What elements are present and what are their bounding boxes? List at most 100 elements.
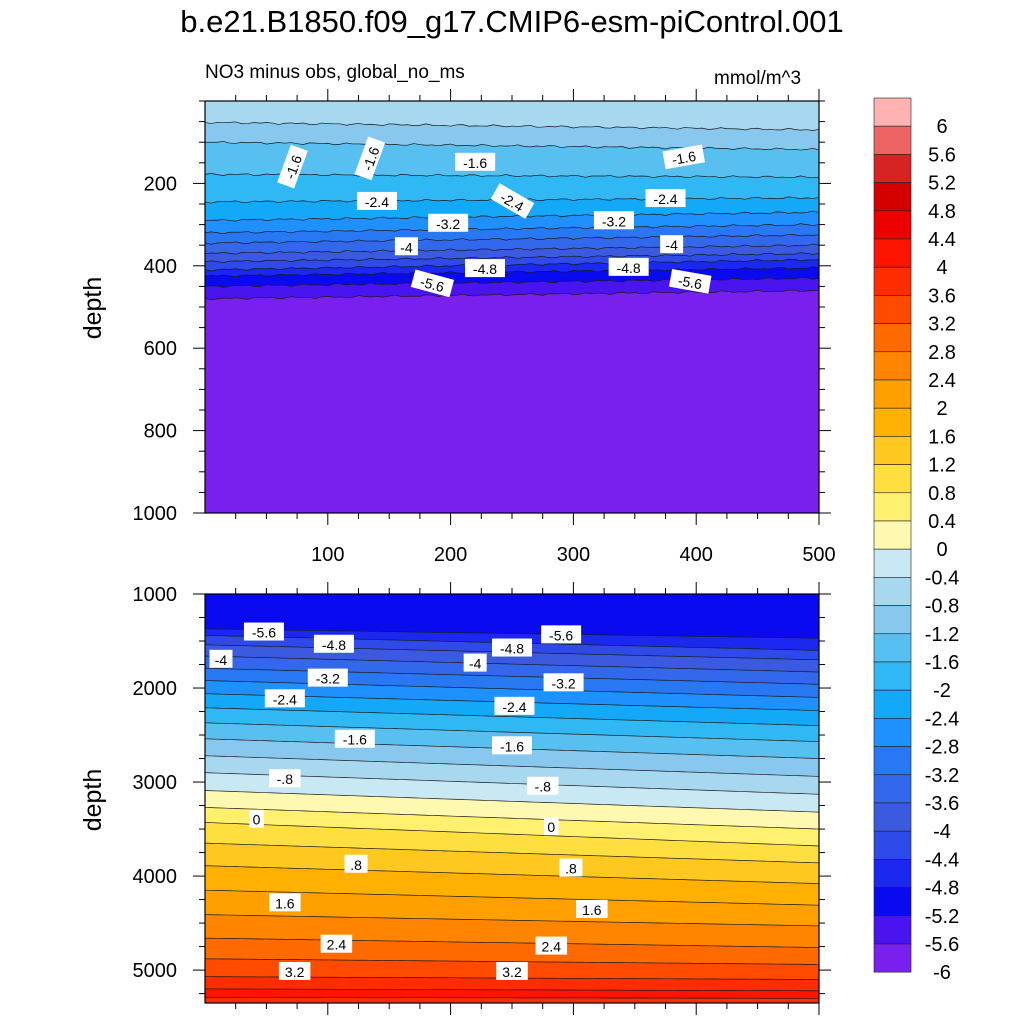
contour-label: -5.6: [410, 269, 455, 298]
contour-label-text: -.8: [535, 779, 552, 795]
contour-label-text: -3.2: [602, 213, 626, 229]
colorbar-swatch: [873, 689, 912, 719]
contour-label: -.8: [526, 776, 559, 795]
contour-label-text: 3.2: [502, 964, 522, 980]
colorbar-label: 3.6: [928, 285, 956, 307]
contour-label-box: [307, 668, 348, 687]
colorbar-swatch: [873, 746, 912, 776]
y-tick-label: 200: [144, 173, 177, 195]
contour-label: 1.6: [576, 899, 608, 918]
contour-line: [204, 266, 820, 278]
contour-label-text: .8: [565, 861, 577, 877]
contour-label: .8: [559, 858, 583, 877]
colorbar-swatch: [873, 520, 912, 550]
contour-line: [204, 172, 820, 179]
colorbar-label: 3.2: [928, 314, 956, 336]
colorbar-label: 1.6: [928, 426, 956, 448]
colorbar-swatch: [873, 915, 912, 945]
contour-label-text: -3.2: [316, 671, 340, 687]
contour-label-text: 0: [547, 819, 555, 835]
contour-label-box: [559, 858, 583, 877]
contour-label-box: [463, 653, 487, 672]
colorbar-swatch: [873, 379, 912, 409]
contour-band: [204, 289, 820, 514]
contour-label-text: 1.6: [582, 902, 602, 918]
contour-line: [204, 628, 820, 639]
y-tick-label: 800: [144, 421, 177, 443]
contour-label: -4: [660, 235, 684, 254]
contour-label: -3.2: [428, 213, 469, 232]
colorbar-label: 0.8: [928, 483, 956, 505]
contour-line: [204, 807, 820, 830]
contour-line: [204, 667, 820, 685]
contour-line: [204, 997, 820, 999]
contour-label-box: [410, 269, 455, 298]
contour-line: [204, 988, 820, 992]
colorbar-swatch: [873, 323, 912, 353]
contour-label-box: [576, 899, 608, 918]
contour-label-text: -4: [469, 656, 482, 672]
contour-line: [204, 790, 820, 813]
contour-label-box: [492, 736, 532, 755]
contour-label: -1.6: [334, 729, 375, 748]
contour-label-text: -5.6: [677, 272, 704, 292]
contour-label: -.8: [269, 769, 301, 788]
colorbar-label: -2: [933, 680, 951, 702]
contour-label-text: -2.4: [502, 699, 526, 715]
contour-label-box: [334, 729, 375, 748]
lower-y-axis-label: depth: [79, 769, 107, 832]
y-tick-label: 2000: [133, 678, 178, 700]
colorbar-label: -4.8: [925, 878, 959, 900]
contour-label-box: [541, 625, 582, 644]
contour-line: [204, 755, 820, 777]
colorbar-swatch: [873, 464, 912, 494]
contour-label-text: -4.8: [473, 261, 497, 277]
colorbar-swatch: [873, 407, 912, 437]
contour-line: [204, 937, 820, 948]
contour-label: -2.4: [494, 696, 535, 715]
contour-label-box: [535, 936, 568, 955]
contour-label-box: [394, 237, 418, 256]
x-tick-label: 400: [680, 544, 713, 566]
contour-line: [204, 223, 820, 235]
contour-label: -3.2: [307, 668, 348, 687]
contour-label-box: [526, 776, 559, 795]
contour-label-text: -4.8: [322, 637, 346, 653]
colorbar-swatch: [873, 295, 912, 324]
contour-label: 3.2: [496, 961, 528, 980]
contour-label-box: [354, 136, 386, 181]
contour-label-box: [593, 211, 634, 230]
contour-label-box: [490, 183, 535, 219]
y-tick-label: 1000: [133, 503, 178, 525]
contour-label-text: -4: [400, 239, 413, 255]
contour-label-box: [356, 191, 397, 210]
colorbar-label: -0.4: [925, 567, 959, 589]
colorbar-swatch: [873, 266, 912, 296]
colorbar-swatch: [873, 492, 912, 522]
contour-label-box: [428, 213, 469, 232]
contour-label: -2.4: [645, 189, 686, 208]
colorbar-label: 5.6: [928, 144, 956, 166]
colorbar-swatch: [873, 802, 912, 832]
contour-label-text: -3.2: [552, 675, 576, 691]
colorbar-swatch: [873, 830, 912, 860]
colorbar-label: 6: [936, 116, 947, 138]
contour-line: [204, 914, 820, 927]
contour-label: 3.2: [278, 961, 311, 980]
contour-label: -5.6: [541, 625, 582, 644]
contour-label-box: [668, 268, 712, 294]
contour-label-text: -1.6: [282, 153, 305, 181]
contour-label-text: -1.6: [463, 155, 487, 171]
contour-line: [204, 210, 820, 222]
contour-label-text: 3.2: [285, 964, 305, 980]
colorbar-swatch: [873, 887, 912, 917]
contour-label: -4.8: [608, 257, 649, 276]
colorbar-label: -2.4: [925, 708, 959, 730]
colorbar-label: -4: [933, 821, 951, 843]
contour-line: [204, 141, 820, 151]
colorbar-label: 2.8: [928, 342, 956, 364]
contour-line: [204, 252, 820, 264]
chart-title: b.e21.B1850.f09_g17.CMIP6-esm-piControl.…: [180, 4, 844, 39]
contour-label-box: [320, 934, 353, 953]
contour-label-text: -2.4: [273, 691, 297, 707]
